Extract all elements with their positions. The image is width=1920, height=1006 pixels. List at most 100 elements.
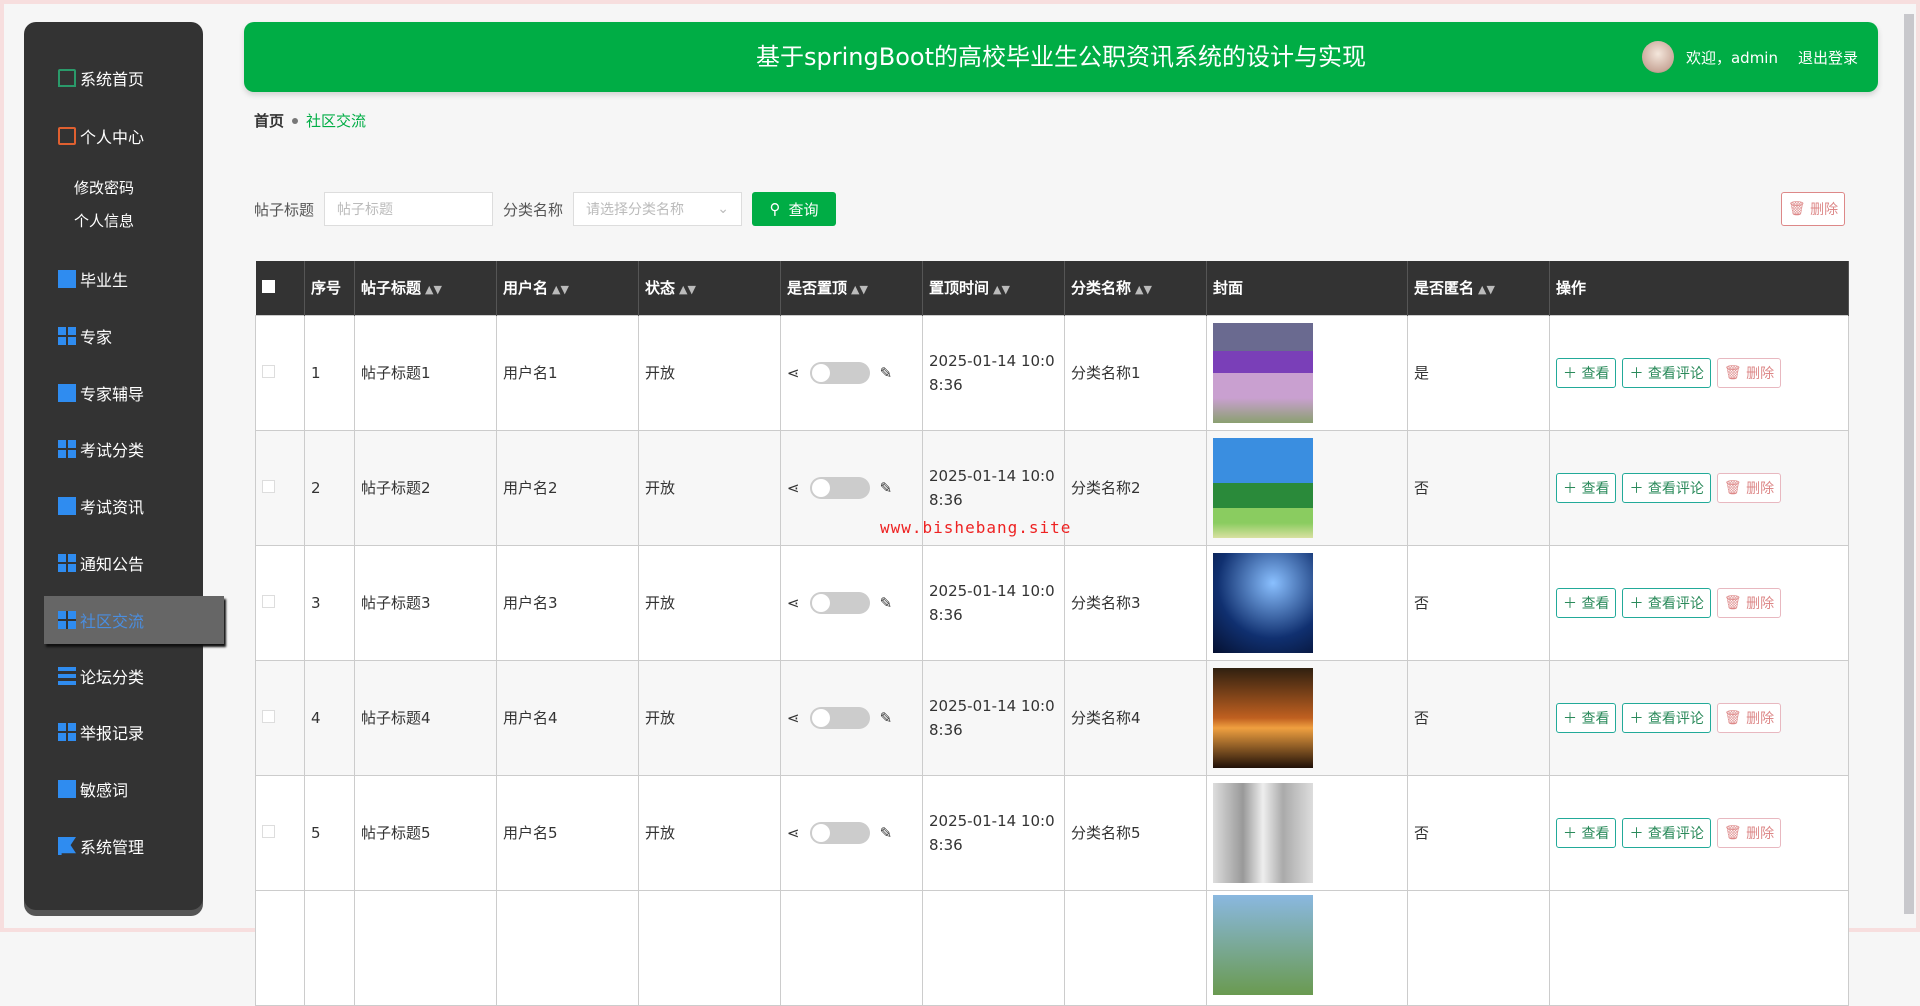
table-row-partial — [255, 889, 1849, 1006]
sidebar-item-4[interactable]: 毕业生 — [58, 264, 128, 294]
row-checkbox-cell[interactable] — [255, 774, 305, 891]
title-search-input[interactable]: 帖子标题 — [324, 192, 494, 226]
sidebar-item-14[interactable]: 系统管理 — [58, 831, 144, 861]
row-checkbox[interactable] — [262, 594, 275, 608]
sidebar-item-label: 考试资讯 — [80, 498, 145, 517]
view-button[interactable]: ＋ 查看 — [1556, 702, 1617, 733]
sidebar-item-1[interactable]: 个人中心 — [58, 121, 144, 151]
sort-icon[interactable]: ▲▼ — [851, 283, 868, 297]
delete-button[interactable]: 🗑 删除 — [1716, 702, 1782, 733]
column-header[interactable]: 用户名 ▲▼ — [496, 261, 639, 315]
cover-image[interactable] — [1213, 322, 1313, 423]
sidebar-item-5[interactable]: 专家 — [58, 321, 112, 351]
batch-delete-button[interactable]: 🗑 删除 — [1781, 192, 1845, 226]
delete-button[interactable]: 🗑 删除 — [1716, 587, 1782, 618]
cover-image[interactable] — [1213, 437, 1313, 538]
share-icon[interactable]: ⋖ — [787, 708, 800, 727]
column-header[interactable]: 帖子标题 ▲▼ — [354, 261, 497, 315]
sort-icon[interactable]: ▲▼ — [1478, 283, 1495, 297]
delete-label: 删除 — [1746, 365, 1775, 382]
sidebar-item-8[interactable]: 考试资讯 — [58, 491, 144, 521]
delete-button[interactable]: 🗑 删除 — [1716, 357, 1782, 388]
edit-icon[interactable]: ✎ — [879, 823, 893, 842]
edit-icon[interactable]: ✎ — [879, 708, 893, 727]
row-checkbox[interactable] — [262, 364, 275, 378]
sidebar-item-7[interactable]: 考试分类 — [58, 434, 144, 464]
view-comments-button[interactable]: ＋ 查看评论 — [1622, 472, 1711, 503]
pin-toggle[interactable] — [809, 591, 870, 614]
logout-link[interactable]: 退出登录 — [1797, 48, 1858, 67]
breadcrumb-home[interactable]: 首页 — [254, 112, 285, 130]
share-icon[interactable]: ⋖ — [787, 363, 800, 382]
avatar[interactable] — [1641, 41, 1674, 73]
trash-icon: 🗑 — [1723, 824, 1742, 841]
view-button[interactable]: ＋ 查看 — [1556, 472, 1617, 503]
row-checkbox-cell[interactable] — [255, 544, 305, 661]
query-button[interactable]: ⚲ 查询 — [752, 192, 837, 226]
row-checkbox-cell[interactable] — [255, 659, 305, 776]
view-comments-button[interactable]: ＋ 查看评论 — [1622, 702, 1711, 733]
sidebar-item-10[interactable]: 社区交流 — [44, 596, 224, 644]
row-checkbox-cell[interactable] — [255, 314, 305, 431]
sidebar-item-2[interactable]: 修改密码 — [74, 172, 134, 202]
cell-title: 帖子标题1 — [354, 314, 497, 431]
sidebar-item-label: 毕业生 — [80, 271, 129, 290]
column-header[interactable]: 是否置顶 ▲▼ — [780, 261, 923, 315]
empty-cell — [354, 889, 497, 1006]
view-comments-button[interactable]: ＋ 查看评论 — [1622, 357, 1711, 388]
sidebar-item-9[interactable]: 通知公告 — [58, 548, 144, 578]
sidebar-item-label: 个人中心 — [80, 128, 145, 147]
view-button[interactable]: ＋ 查看 — [1556, 817, 1617, 848]
column-header[interactable]: 分类名称 ▲▼ — [1064, 261, 1207, 315]
empty-cell — [304, 889, 355, 1006]
edit-icon[interactable]: ✎ — [879, 593, 893, 612]
sidebar-item-3[interactable]: 个人信息 — [74, 205, 134, 235]
sort-icon[interactable]: ▲▼ — [679, 283, 696, 297]
edit-icon[interactable]: ✎ — [879, 363, 893, 382]
scrollbar[interactable] — [1904, 14, 1914, 914]
row-checkbox-cell[interactable] — [255, 429, 305, 546]
sort-icon[interactable]: ▲▼ — [552, 283, 569, 297]
column-header[interactable]: 是否匿名 ▲▼ — [1407, 261, 1550, 315]
sort-icon[interactable]: ▲▼ — [993, 283, 1010, 297]
title-label: 帖子标题 — [254, 200, 315, 219]
select-all-checkbox[interactable] — [255, 261, 305, 315]
sidebar-item-label: 个人信息 — [74, 211, 135, 230]
sidebar-item-13[interactable]: 敏感词 — [58, 774, 128, 804]
sidebar-item-11[interactable]: 论坛分类 — [58, 661, 144, 691]
view-comments-button[interactable]: ＋ 查看评论 — [1622, 817, 1711, 848]
delete-button[interactable]: 🗑 删除 — [1716, 817, 1782, 848]
sidebar-item-0[interactable]: 系统首页 — [58, 63, 144, 93]
row-checkbox[interactable] — [262, 824, 275, 838]
share-icon[interactable]: ⋖ — [787, 593, 800, 612]
row-checkbox[interactable] — [262, 479, 275, 493]
category-select[interactable]: 请选择分类名称 ⌄ — [573, 192, 743, 226]
column-header[interactable]: 置顶时间 ▲▼ — [922, 261, 1065, 315]
sidebar-item-6[interactable]: 专家辅导 — [58, 378, 144, 408]
view-button[interactable]: ＋ 查看 — [1556, 587, 1617, 618]
delete-button[interactable]: 🗑 删除 — [1716, 472, 1782, 503]
view-button[interactable]: ＋ 查看 — [1556, 357, 1617, 388]
sidebar-item-12[interactable]: 举报记录 — [58, 717, 144, 747]
cell-pinned: ⋖ ✎ — [780, 314, 923, 431]
view-comments-button[interactable]: ＋ 查看评论 — [1622, 587, 1711, 618]
edit-icon[interactable]: ✎ — [879, 478, 893, 497]
column-header[interactable]: 状态 ▲▼ — [638, 261, 781, 315]
pin-toggle[interactable] — [809, 361, 870, 384]
sort-icon[interactable]: ▲▼ — [425, 283, 442, 297]
breadcrumb: 首页 社区交流 — [254, 110, 366, 131]
trash-icon: 🗑 — [1723, 709, 1742, 726]
pin-toggle[interactable] — [809, 476, 870, 499]
share-icon[interactable]: ⋖ — [787, 478, 800, 497]
cover-image[interactable] — [1213, 894, 1313, 995]
pin-toggle[interactable] — [809, 706, 870, 729]
pin-toggle[interactable] — [809, 821, 870, 844]
cell-time: 2025-01-14 10:08:36 — [922, 429, 1065, 546]
cover-image[interactable] — [1213, 667, 1313, 768]
sort-icon[interactable]: ▲▼ — [1135, 283, 1152, 297]
cover-image[interactable] — [1213, 782, 1313, 883]
wallet-icon — [58, 127, 76, 145]
row-checkbox[interactable] — [262, 709, 275, 723]
share-icon[interactable]: ⋖ — [787, 823, 800, 842]
cover-image[interactable] — [1213, 552, 1313, 653]
